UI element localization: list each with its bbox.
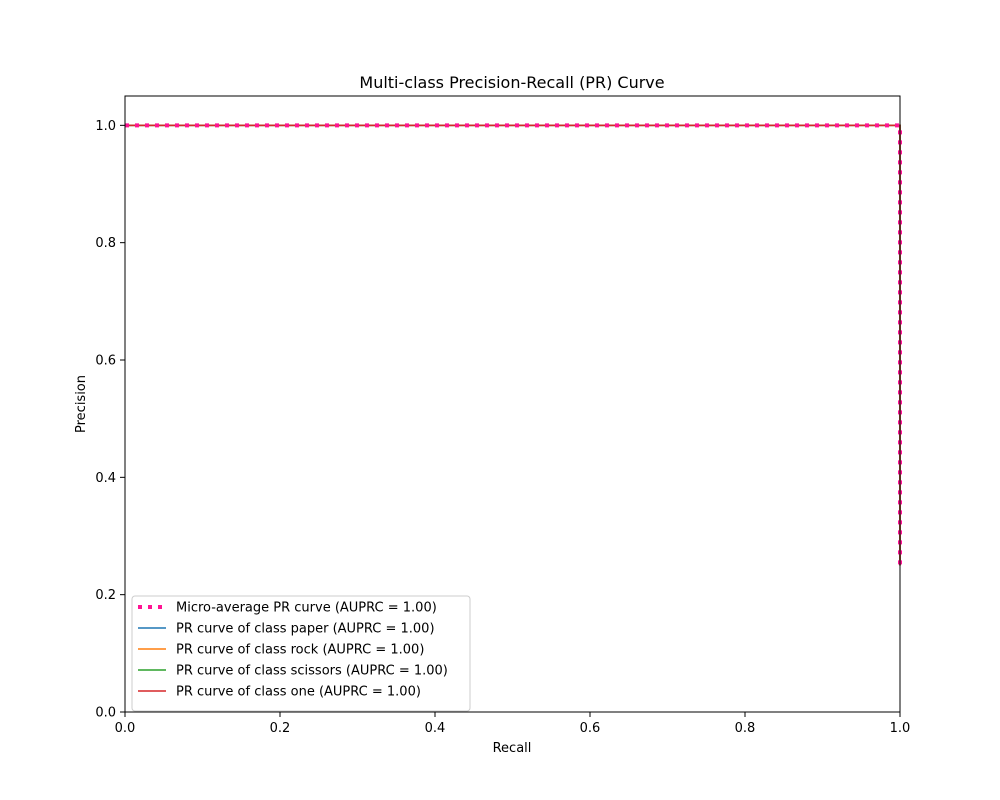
y-tick-label: 0.4 xyxy=(95,471,116,486)
series-line-2 xyxy=(125,124,901,566)
y-tick-label: 0.8 xyxy=(95,236,116,251)
y-tick-label: 0.6 xyxy=(95,354,116,369)
series-line-1 xyxy=(125,124,901,566)
legend-entry: PR curve of class rock (AUPRC = 1.00) xyxy=(176,643,424,658)
legend-entry: Micro-average PR curve (AUPRC = 1.00) xyxy=(176,601,437,616)
x-axis: 0.0 0.2 0.4 0.6 0.8 1.0 xyxy=(115,712,911,736)
axes-frame xyxy=(124,95,901,713)
chart-title: Multi-class Precision-Recall (PR) Curve xyxy=(359,73,664,92)
y-axis: 0.0 0.2 0.4 0.6 0.8 1.0 xyxy=(95,119,125,721)
x-tick-label: 0.6 xyxy=(580,721,601,736)
plot-area xyxy=(125,123,902,566)
legend-entry: PR curve of class one (AUPRC = 1.00) xyxy=(176,685,421,700)
x-tick-label: 0.2 xyxy=(270,721,291,736)
y-axis-label: Precision xyxy=(74,375,89,433)
legend: Micro-average PR curve (AUPRC = 1.00) PR … xyxy=(131,595,471,712)
legend-entry: PR curve of class scissors (AUPRC = 1.00… xyxy=(176,664,448,679)
x-axis-label: Recall xyxy=(493,741,532,756)
series-line-4 xyxy=(125,123,902,566)
legend-box xyxy=(131,595,471,712)
series-line-3 xyxy=(125,124,901,566)
x-tick-label: 1.0 xyxy=(890,721,911,736)
y-tick-label: 0.2 xyxy=(95,588,116,603)
x-tick-label: 0.8 xyxy=(735,721,756,736)
legend-entry: PR curve of class paper (AUPRC = 1.00) xyxy=(176,622,435,637)
x-tick-label: 0.4 xyxy=(425,721,446,736)
series-line-0 xyxy=(125,124,901,566)
x-tick-label: 0.0 xyxy=(115,721,136,736)
y-tick-label: 1.0 xyxy=(95,119,116,134)
y-tick-label: 0.0 xyxy=(95,706,116,721)
